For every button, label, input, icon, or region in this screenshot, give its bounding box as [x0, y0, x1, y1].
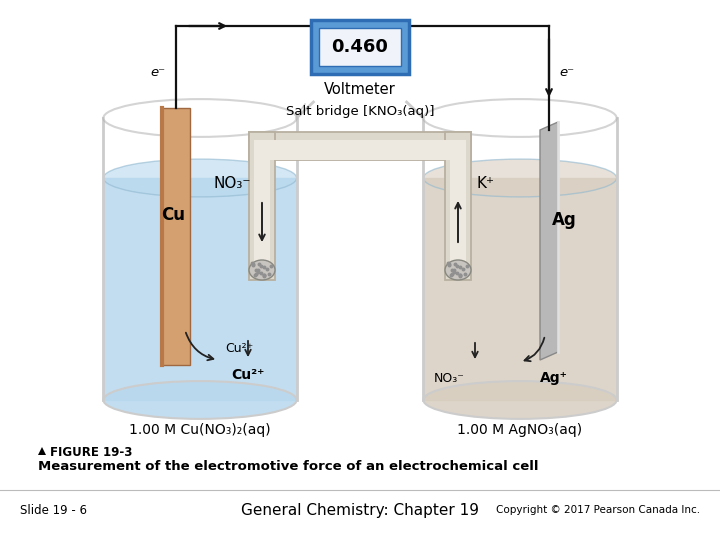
Polygon shape	[162, 108, 190, 365]
Polygon shape	[423, 178, 616, 400]
Text: NO₃⁻: NO₃⁻	[434, 372, 465, 384]
Bar	[450, 140, 466, 276]
Text: e⁻: e⁻	[150, 65, 166, 78]
Polygon shape	[104, 178, 297, 400]
Ellipse shape	[104, 381, 297, 419]
Polygon shape	[540, 122, 558, 360]
Text: 1.00 M Cu(NO₃)₂(aq): 1.00 M Cu(NO₃)₂(aq)	[129, 423, 271, 437]
Text: FIGURE 19-3: FIGURE 19-3	[50, 446, 132, 458]
Ellipse shape	[423, 99, 616, 137]
Text: e⁻: e⁻	[559, 65, 575, 78]
Ellipse shape	[423, 381, 616, 419]
Text: Ag⁺: Ag⁺	[540, 371, 568, 385]
Polygon shape	[38, 447, 46, 455]
Text: Voltmeter: Voltmeter	[324, 83, 396, 98]
Text: 0.460: 0.460	[332, 38, 388, 56]
Text: Ag: Ag	[552, 211, 577, 229]
Text: Salt bridge [KNO₃(aq)]: Salt bridge [KNO₃(aq)]	[286, 105, 434, 118]
Text: Cu²⁺: Cu²⁺	[225, 341, 253, 354]
Ellipse shape	[104, 99, 297, 137]
Text: K⁺: K⁺	[477, 176, 495, 191]
Ellipse shape	[249, 260, 275, 280]
Ellipse shape	[423, 159, 616, 197]
Text: Measurement of the electromotive force of an electrochemical cell: Measurement of the electromotive force o…	[38, 460, 539, 472]
FancyBboxPatch shape	[311, 20, 409, 74]
Text: 1.00 M AgNO₃(aq): 1.00 M AgNO₃(aq)	[457, 423, 582, 437]
Text: Slide 19 - 6: Slide 19 - 6	[20, 503, 87, 516]
Text: General Chemistry: Chapter 19: General Chemistry: Chapter 19	[241, 503, 479, 517]
FancyBboxPatch shape	[319, 28, 401, 66]
Text: Cu²⁺: Cu²⁺	[231, 368, 265, 382]
Bar	[254, 140, 270, 276]
Bar	[249, 132, 471, 160]
Ellipse shape	[104, 159, 297, 197]
Ellipse shape	[445, 260, 471, 280]
Bar	[445, 132, 471, 280]
Bar	[254, 140, 466, 160]
Text: NO₃⁻: NO₃⁻	[213, 176, 251, 191]
Text: Cu: Cu	[161, 206, 185, 224]
Bar	[249, 132, 275, 280]
Text: Copyright © 2017 Pearson Canada Inc.: Copyright © 2017 Pearson Canada Inc.	[496, 505, 700, 515]
